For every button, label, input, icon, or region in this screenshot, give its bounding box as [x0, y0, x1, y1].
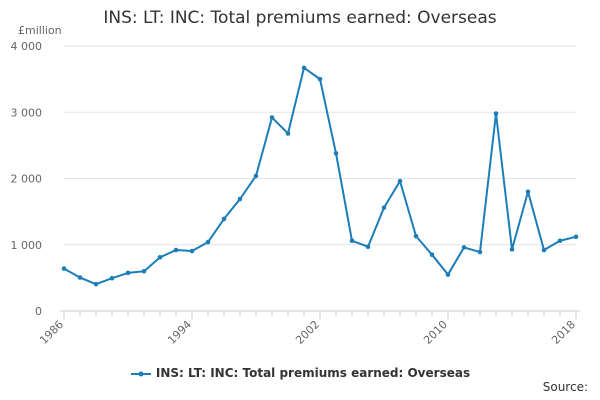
series-line: [63, 66, 577, 286]
x-tick-label: 2002: [293, 318, 322, 347]
data-point: [93, 281, 99, 287]
legend[interactable]: INS: LT: INC: Total premiums earned: Ove…: [0, 366, 600, 380]
x-tick-label: 2010: [421, 318, 450, 347]
legend-label: INS: LT: INC: Total premiums earned: Ove…: [155, 366, 471, 380]
data-point: [493, 111, 499, 116]
data-point: [77, 275, 83, 280]
data-point: [365, 244, 371, 250]
data-point: [109, 275, 115, 281]
x-tick-label: 2018: [549, 318, 578, 347]
data-point: [509, 247, 515, 252]
data-point: [205, 239, 211, 245]
source-label: Source:: [542, 380, 588, 394]
data-point: [333, 151, 339, 156]
data-point: [349, 238, 355, 244]
data-point: [525, 189, 531, 195]
data-point: [253, 173, 259, 179]
data-point: [141, 268, 147, 274]
data-point: [61, 266, 67, 271]
data-point: [557, 238, 563, 244]
data-point: [381, 205, 387, 210]
y-axis-unit-label: £million: [18, 24, 62, 37]
data-point: [445, 272, 451, 277]
data-point: [173, 247, 179, 253]
data-point: [189, 248, 195, 254]
data-point: [397, 178, 403, 184]
data-point: [429, 252, 435, 257]
y-tick-label: 1 000: [11, 239, 43, 252]
data-point: [301, 65, 307, 71]
series-layer: [61, 65, 579, 287]
y-tick-label: 0: [35, 305, 42, 318]
data-point: [541, 247, 547, 253]
data-point: [573, 234, 579, 240]
data-point: [461, 245, 467, 250]
data-point: [413, 233, 419, 239]
data-point: [237, 196, 243, 202]
data-point: [125, 270, 131, 276]
chart-title: INS: LT: INC: Total premiums earned: Ove…: [103, 8, 497, 28]
data-point: [317, 76, 323, 82]
y-tick-label: 2 000: [11, 173, 43, 186]
y-tick-label: 3 000: [11, 106, 43, 119]
y-tick-label: 4 000: [11, 40, 43, 53]
data-point: [157, 255, 163, 260]
data-point: [285, 131, 291, 136]
data-point: [221, 216, 227, 222]
data-point: [269, 115, 275, 120]
legend-swatch-icon: [130, 371, 151, 376]
x-tick-label: 1986: [37, 318, 66, 347]
axes: 0 1 000 2 000 3 000 4 000 1986 1994 2002 2010 201…: [11, 40, 580, 347]
gridlines: [64, 45, 576, 246]
data-point: [477, 249, 483, 255]
x-tick-label: 1994: [165, 318, 194, 347]
